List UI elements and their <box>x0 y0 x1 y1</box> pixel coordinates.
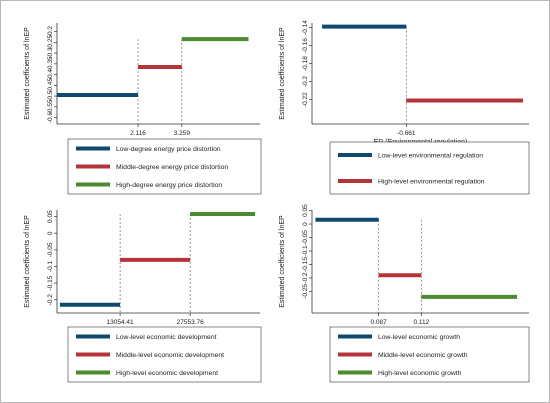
legend: Low-level economic development Middle-lev… <box>67 326 262 383</box>
legend-label: High-level economic development <box>116 370 218 377</box>
y-tick-label: -0.16 <box>302 38 309 53</box>
legend-label: Middle-degree energy price distortion <box>116 164 228 171</box>
y-tick-label: -0.14 <box>302 20 309 35</box>
x-tick-label: 2.116 <box>130 130 146 137</box>
legend-label: High-degree energy price distortion <box>116 182 222 189</box>
y-axis-label: Estimated coefficients of lnEP <box>24 215 31 308</box>
chart-panel-4: -0.25-0.2-0.15-0.1-0.05 0 0.05 Estimated co… <box>279 204 530 383</box>
y-tick-label: -0.15 <box>47 275 54 290</box>
y-tick-label: -0.2 <box>302 272 309 284</box>
y-tick-label: 0 <box>47 231 54 235</box>
y-tick-label: -0.4 <box>47 69 54 81</box>
y-tick-label: -0.1 <box>47 260 54 272</box>
y-tick-label: -0.18 <box>302 56 309 71</box>
y-tick-label: -0.15 <box>302 257 309 272</box>
y-tick-label: -0.05 <box>47 242 54 257</box>
y-tick-label: -0.22 <box>302 92 309 107</box>
x-tick-label: 27553.76 <box>177 319 204 326</box>
legend-label: High-level economic growth <box>378 370 462 377</box>
y-axis-label: Estimated coefficients of lnEP <box>279 27 286 120</box>
legend: Low-degree energy price distortion Middle… <box>67 138 262 195</box>
y-tick-label: -0.55 <box>47 99 54 114</box>
x-tick-label: 13054.41 <box>107 319 134 326</box>
y-tick-label: -0.05 <box>302 230 309 245</box>
legend-label: Low-level economic growth <box>378 334 460 341</box>
y-tick-label: -0.1 <box>302 245 309 257</box>
legend-label: Low-level economic development <box>116 334 217 341</box>
legend-label: High-level environmental regulation <box>378 179 485 186</box>
y-tick-label: -0.35 <box>47 56 54 71</box>
x-tick-label: 0.087 <box>370 319 387 326</box>
y-tick-label: -0.2 <box>47 294 54 306</box>
x-tick-label: 0.112 <box>413 319 429 326</box>
legend: Low-level environmental regulation High-l… <box>329 141 530 195</box>
chart-panel-2: -0.22 -0.2 -0.18 -0.16 -0.14 Estimated coeffi… <box>279 20 530 195</box>
y-tick-label: -0.6 <box>47 112 54 124</box>
legend-label: Middle-level economic growth <box>378 352 468 359</box>
legend-label: Low-degree energy price distortion <box>116 146 221 153</box>
x-tick-label: 3.259 <box>174 130 191 137</box>
y-tick-label: 0.05 <box>47 210 54 223</box>
y-axis-label: Estimated coefficients of lnEP <box>24 27 31 120</box>
y-tick-label: -0.25 <box>47 35 54 50</box>
legend-label: Middle-level economic development <box>116 352 224 359</box>
y-tick-label: -0.3 <box>47 47 54 59</box>
y-tick-label: 0 <box>302 222 309 226</box>
legend-box <box>329 141 530 195</box>
y-tick-label: -0.2 <box>302 76 309 88</box>
legend-label: Low-level environmental regulation <box>378 153 483 160</box>
x-tick-label: -0.661 <box>397 130 416 137</box>
y-tick-label: -0.5 <box>47 90 54 102</box>
chart-panel-1: -0.6-0.55-0.5-0.45-0.4-0.35-0.3-0.25-0.2… <box>24 23 262 195</box>
y-tick-label: -0.45 <box>47 78 54 93</box>
y-axis-label: Estimated coefficients of lnEP <box>279 215 286 308</box>
chart-panel-3: -0.2 -0.15 -0.1 -0.05 0 0.05 Estimated coeffic… <box>24 210 262 383</box>
y-tick-label: -0.25 <box>302 284 309 299</box>
y-tick-label: -0.2 <box>47 26 54 38</box>
y-tick-label: 0.05 <box>302 204 309 217</box>
legend: Low-level economic growth Middle-level ec… <box>329 326 530 383</box>
